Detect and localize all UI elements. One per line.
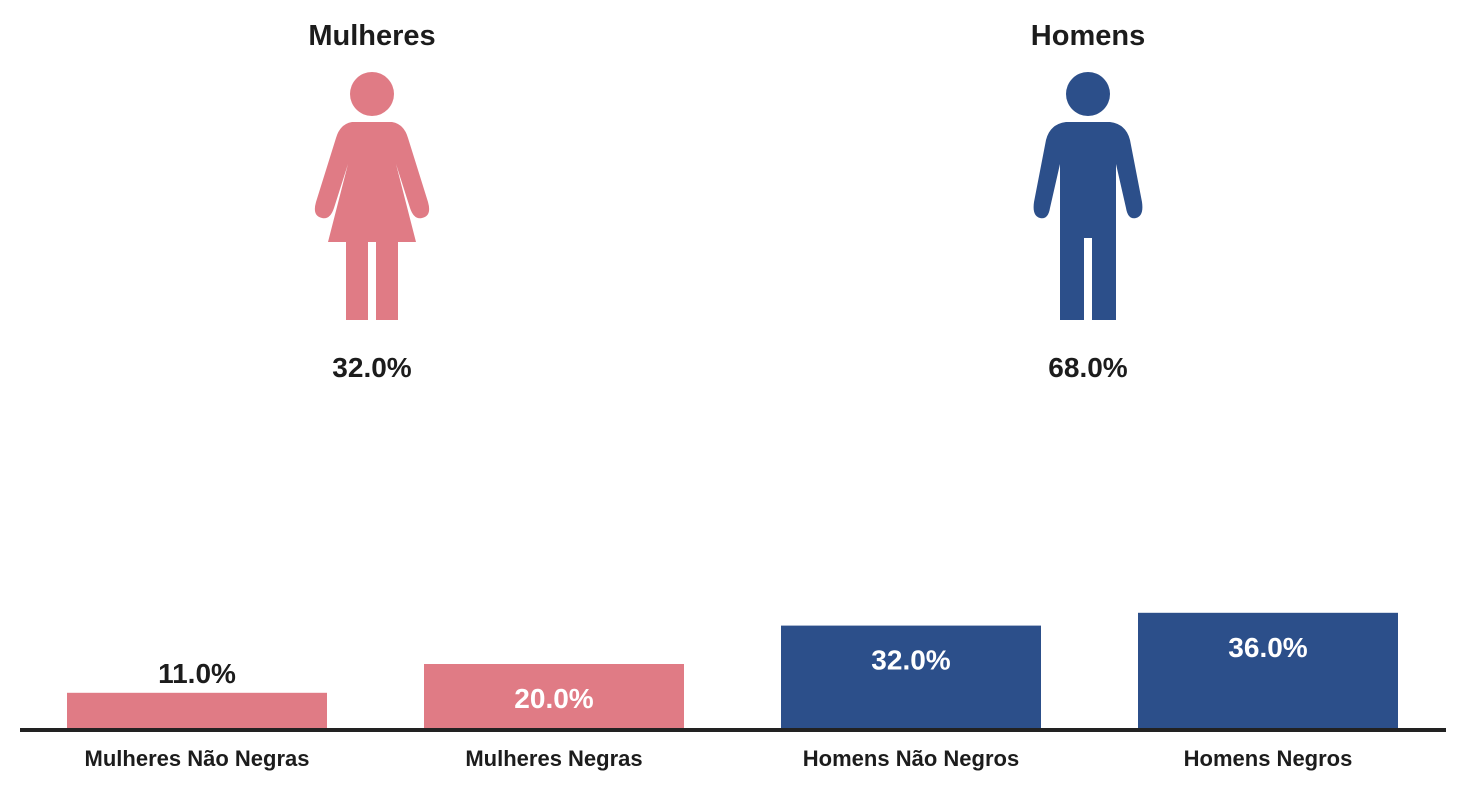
- category-label-3: Homens Negros: [1184, 746, 1353, 771]
- men-summary: Homens 68.0%: [958, 14, 1218, 384]
- female-person-icon: [314, 72, 430, 320]
- women-title: Mulheres: [308, 20, 436, 52]
- bar-2: [781, 625, 1041, 728]
- category-label-2: Homens Não Negros: [803, 746, 1019, 771]
- bar-value-label-2: 32.0%: [871, 645, 950, 676]
- category-label-1: Mulheres Negras: [465, 746, 642, 771]
- bar-value-label-0: 11.0%: [158, 658, 236, 689]
- male-person-icon: [1033, 72, 1143, 320]
- bar-value-label-1: 20.0%: [514, 683, 593, 714]
- men-percent: 68.0%: [1048, 352, 1128, 383]
- category-label-0: Mulheres Não Negras: [85, 746, 310, 771]
- bar-value-label-3: 36.0%: [1228, 632, 1307, 663]
- women-summary: Mulheres 32.0%: [242, 14, 502, 384]
- bar-1: [424, 664, 684, 728]
- bar-3: [1138, 612, 1398, 728]
- women-percent: 32.0%: [332, 352, 412, 383]
- men-title: Homens: [1030, 20, 1146, 52]
- bar-0: [67, 692, 327, 728]
